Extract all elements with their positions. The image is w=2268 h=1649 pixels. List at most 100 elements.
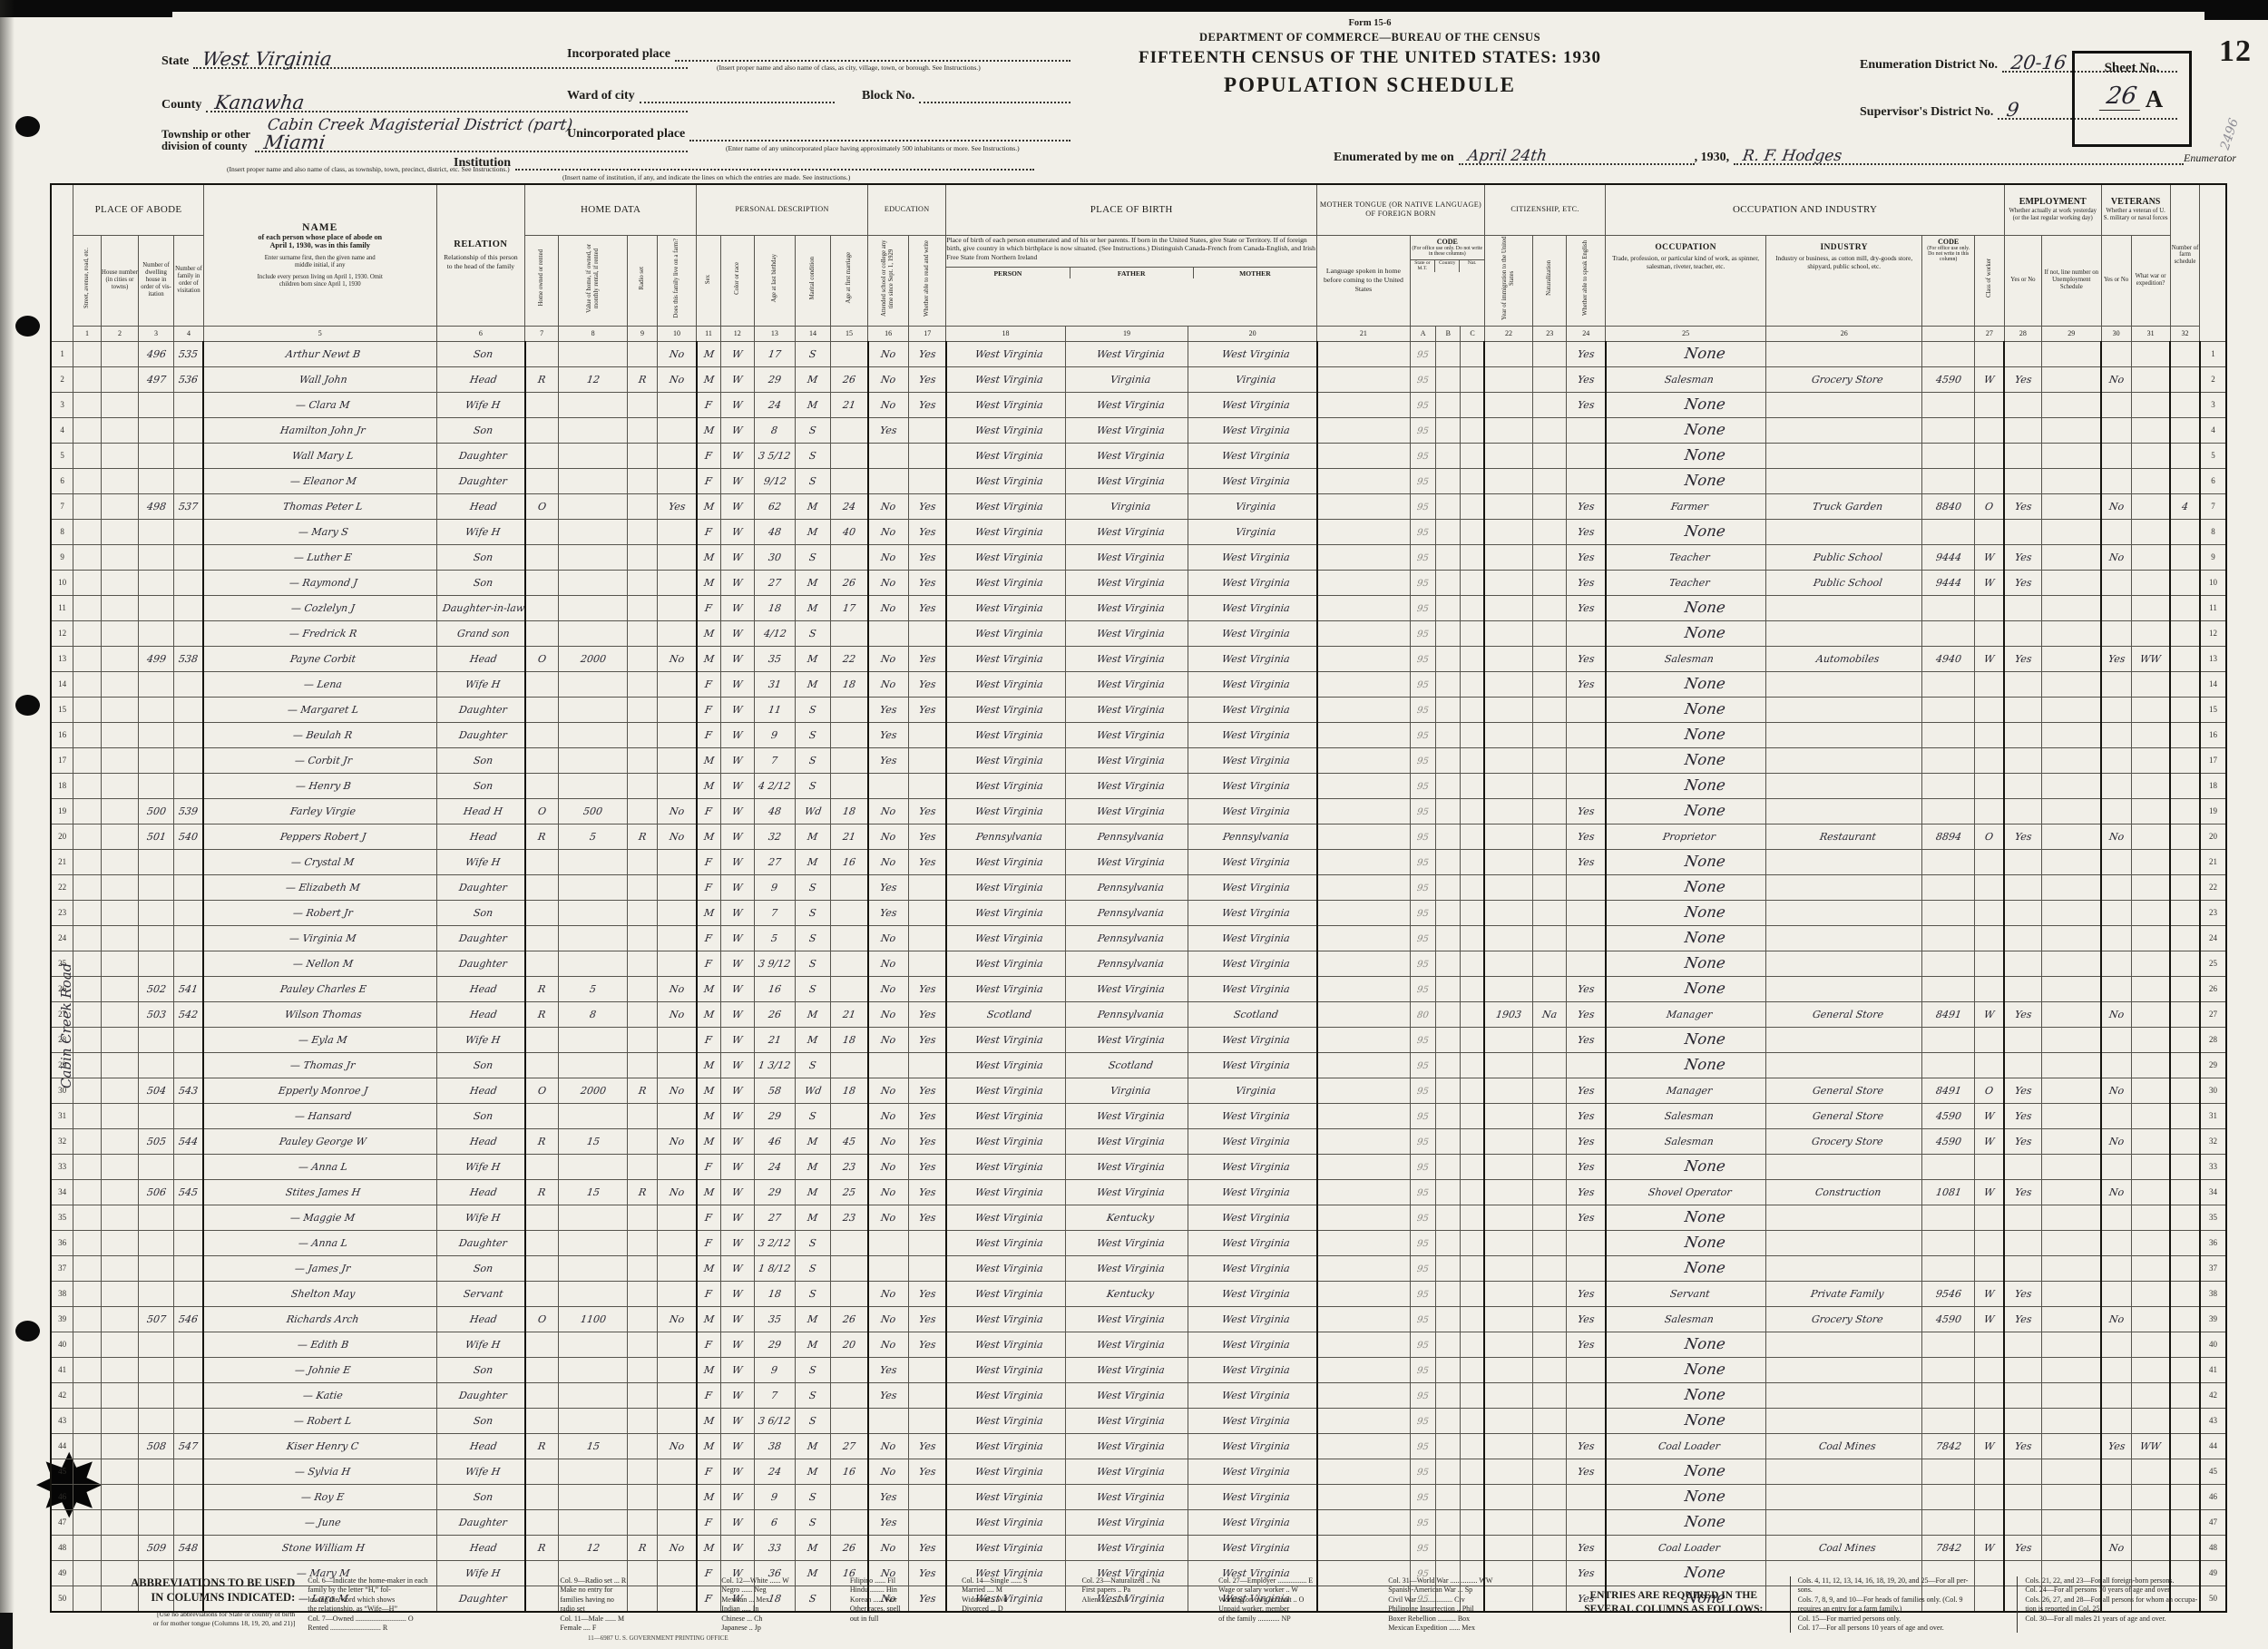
- institution-note: (Insert name of institution, if any, and…: [562, 173, 851, 181]
- cell-school: No: [866, 1585, 910, 1612]
- cell-occupation: None: [1604, 416, 1766, 444]
- cell-worked: Yes: [2003, 1127, 2042, 1155]
- cell-code_a: 95: [1409, 1077, 1437, 1104]
- cell-age_marriage: [829, 1483, 869, 1510]
- cell-birth_mother: West Virginia: [1188, 1458, 1318, 1485]
- cell-value: [558, 1102, 629, 1129]
- cell-war: [2130, 848, 2171, 875]
- cell-relation: Daughter: [435, 467, 526, 494]
- cell-sex: M: [695, 1432, 721, 1459]
- cell-tongue: [1315, 1051, 1411, 1078]
- cell-radio: [627, 1026, 658, 1053]
- cell-family: [173, 1229, 204, 1256]
- cell-tongue: [1315, 1432, 1411, 1459]
- cell-occupation: Coal Loader: [1604, 1534, 1766, 1561]
- cell-english: [1566, 1407, 1607, 1434]
- cell-school: No: [866, 797, 910, 824]
- cell-industry: Restaurant: [1765, 823, 1923, 850]
- cell-tongue: [1315, 1559, 1411, 1586]
- cell-birth_mother: West Virginia: [1188, 1356, 1318, 1383]
- cell-read: [908, 467, 947, 494]
- cell-name: — Cozlelyn J: [202, 594, 437, 621]
- cell-age_marriage: [829, 1229, 869, 1256]
- cell-birth_mother: West Virginia: [1188, 1102, 1318, 1129]
- cell-age_marriage: [829, 950, 869, 977]
- cell-name: — Elizabeth M: [202, 873, 437, 901]
- cell-name: — Thomas Jr: [202, 1051, 437, 1078]
- cell-sex: M: [695, 1534, 721, 1561]
- cell-industry: Automobiles: [1765, 645, 1923, 672]
- cell-war: [2130, 1508, 2171, 1536]
- cell-farm_sched: [2169, 848, 2201, 875]
- cell-owned: [523, 1026, 560, 1053]
- cell-value: [558, 670, 629, 698]
- cell-english: Yes: [1566, 1585, 1607, 1612]
- cell-ln: 44: [50, 1432, 74, 1459]
- cell-code_b: [1435, 746, 1461, 774]
- cell-line-number-right: 47: [2198, 1508, 2227, 1536]
- cell-radio: [627, 670, 658, 698]
- cell-house: [100, 1305, 140, 1332]
- cell-industry: [1765, 746, 1923, 774]
- cell-birth_father: Virginia: [1064, 493, 1189, 520]
- cell-line-number-right: 3: [2198, 391, 2227, 418]
- cell-birth_person: West Virginia: [944, 1051, 1066, 1078]
- cell-immigration: [1483, 518, 1534, 545]
- cell-line-number-right: 34: [2198, 1178, 2227, 1205]
- cell-code_b: [1435, 797, 1461, 824]
- cell-read: [908, 873, 947, 901]
- sheet-label: Sheet No.: [2104, 61, 2160, 75]
- cell-house: [100, 1432, 140, 1459]
- cell-sex: M: [695, 1051, 721, 1078]
- cell-sex: M: [695, 366, 721, 393]
- cell-birth_mother: Pennsylvania: [1188, 823, 1318, 850]
- cell-age: 9: [753, 1356, 796, 1383]
- enumerated-label: Enumerated by me on: [1334, 151, 1454, 164]
- cell-ln: 8: [50, 518, 74, 545]
- cell-owned: [523, 746, 560, 774]
- cell-immigration: [1483, 594, 1534, 621]
- cell-unemp_line: [2040, 1483, 2102, 1510]
- cell-read: [908, 442, 947, 469]
- cell-radio: [627, 1229, 658, 1256]
- cell-farm: No: [656, 340, 698, 367]
- cell-sex: M: [695, 746, 721, 774]
- cell-tongue: [1315, 848, 1411, 875]
- cell-relation: Son: [435, 340, 526, 367]
- cell-birth_father: West Virginia: [1064, 848, 1189, 875]
- cell-birth_person: West Virginia: [944, 1102, 1066, 1129]
- cell-name: — Sylvia H: [202, 1458, 437, 1485]
- cell-read: [908, 950, 947, 977]
- cell-worked: [2003, 797, 2042, 824]
- cell-industry: [1765, 1407, 1923, 1434]
- cell-age: 1 3/12: [753, 1051, 796, 1078]
- cell-farm: [656, 772, 698, 799]
- cell-birth_mother: West Virginia: [1188, 670, 1318, 698]
- cell-farm_sched: [2169, 1331, 2201, 1358]
- cell-farm: No: [656, 645, 698, 672]
- cell-street: [73, 416, 102, 444]
- cell-worked: Yes: [2003, 1077, 2042, 1104]
- incorporated-note: (Insert proper name and also name of cla…: [717, 63, 981, 72]
- cell-street: [73, 366, 102, 393]
- col-industry-header: INDUSTRY Industry or business, as cot­to…: [1765, 234, 1923, 327]
- cell-school: No: [866, 1204, 910, 1231]
- cell-house: [100, 1381, 140, 1409]
- cell-immigration: [1483, 1585, 1534, 1612]
- cell-street: [73, 1458, 102, 1485]
- cell-occ_code: 7842: [1921, 1534, 1975, 1561]
- cell-ln: 45: [50, 1458, 74, 1485]
- cell-sex: F: [695, 1458, 721, 1485]
- cell-owned: [523, 1331, 560, 1358]
- cell-tongue: [1315, 721, 1411, 748]
- cell-code_c: [1460, 467, 1485, 494]
- cell-dwelling: [137, 746, 175, 774]
- cell-name: — June: [202, 1508, 437, 1536]
- cell-birth_mother: West Virginia: [1188, 746, 1318, 774]
- table-row: 48 509 548 Stone William H Head R 12 R No M W 33 M 26…: [50, 1534, 2227, 1561]
- cell-industry: [1765, 975, 1923, 1002]
- cell-class: [1973, 721, 2005, 748]
- cell-age: 3 2/12: [753, 1229, 796, 1256]
- table-row: 34 506 545 Stites James H Head R 15 R No M W 29 M 25 N…: [50, 1178, 2227, 1205]
- cell-read: [908, 1381, 947, 1409]
